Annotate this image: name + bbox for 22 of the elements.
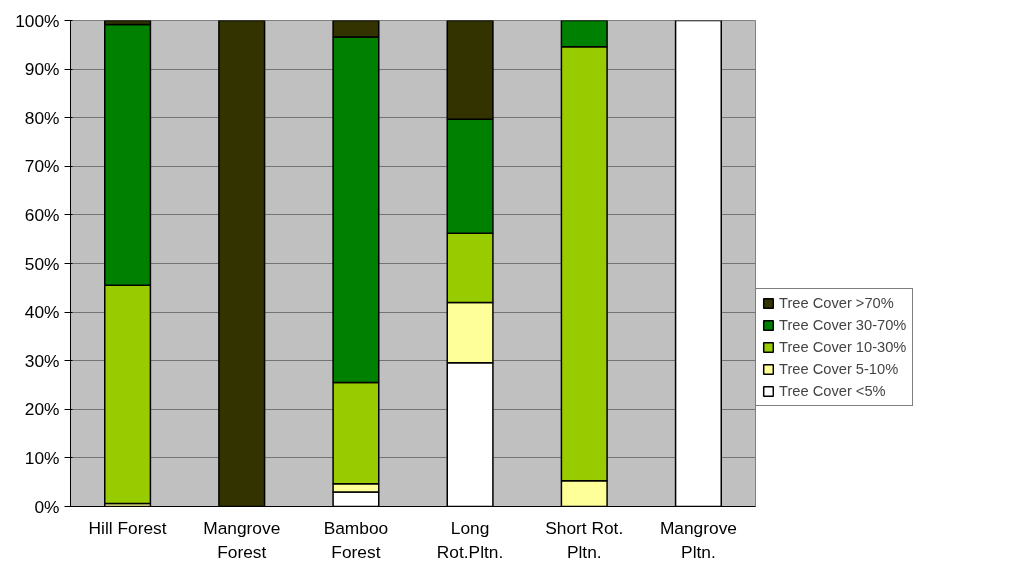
- legend-label: Tree Cover 30-70%: [779, 317, 907, 333]
- y-tick-label: 30%: [24, 350, 60, 371]
- legend-label: Tree Cover <5%: [779, 383, 886, 399]
- x-tick-label: Bamboo Forest: [323, 517, 389, 562]
- legend-label: Tree Cover >70%: [779, 295, 894, 311]
- y-tick-label: 100%: [15, 10, 60, 31]
- y-tick-label: 0%: [34, 496, 60, 517]
- x-tick-label: Long Rot.Pltn.: [436, 517, 504, 562]
- x-tick-label: Hill Forest: [88, 517, 167, 538]
- x-tick-label: Short Rot. Pltn.: [545, 517, 624, 562]
- legend-label: Tree Cover 5-10%: [779, 361, 899, 377]
- y-tick-label: 60%: [24, 204, 60, 225]
- y-tick-label: 20%: [24, 399, 60, 420]
- x-tick-label: Mangrove Forest: [203, 517, 281, 562]
- y-tick-label: 70%: [24, 156, 60, 177]
- legend-label: Tree Cover 10-30%: [779, 339, 907, 355]
- y-tick-label: 50%: [24, 253, 60, 274]
- y-tick-label: 10%: [24, 447, 60, 468]
- y-tick-label: 40%: [24, 302, 60, 323]
- y-tick-label: 80%: [24, 107, 60, 128]
- y-tick-label: 90%: [24, 59, 60, 80]
- x-tick-label: Mangrove Pltn.: [659, 517, 737, 562]
